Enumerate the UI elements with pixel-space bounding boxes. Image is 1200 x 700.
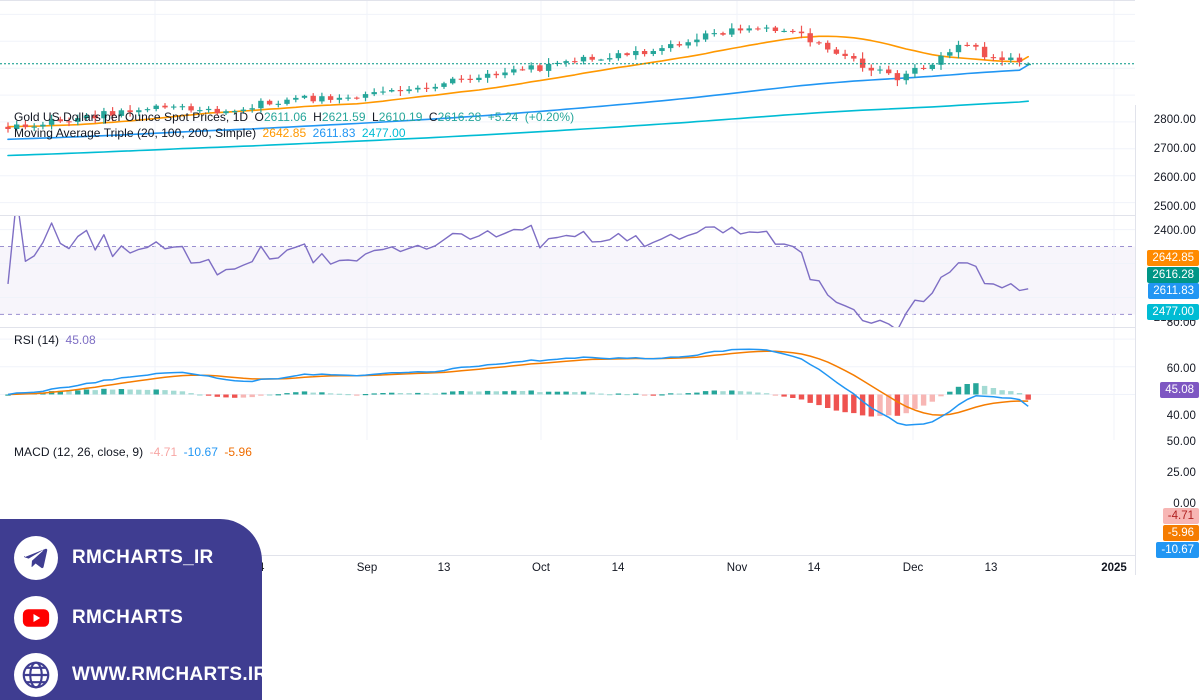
- promo-overlay: RMCHARTS_IR RMCHARTS: [0, 519, 267, 700]
- time-axis-tick: 13: [437, 562, 451, 574]
- youtube-icon: [14, 596, 58, 640]
- ohlc-low: L2610.19: [372, 110, 423, 124]
- promo-label-youtube: RMCHARTS: [72, 607, 184, 628]
- rsi-axis-tick: 80.00: [1166, 317, 1196, 329]
- promo-row-telegram[interactable]: RMCHARTS_IR: [14, 536, 214, 580]
- macd-line-value: -10.67: [183, 445, 218, 459]
- promo-label-website: WWW.RMCHARTS.IR: [72, 664, 268, 685]
- scale-divider: [1135, 105, 1136, 575]
- ohlc-close: C2616.28: [428, 110, 482, 124]
- rsi-legend[interactable]: RSI (14) 45.08: [14, 333, 96, 347]
- price-axis-tick: 2800.00: [1153, 114, 1196, 126]
- promo-label-telegram: RMCHARTS_IR: [72, 547, 214, 568]
- globe-icon: [14, 653, 58, 697]
- macd-pane[interactable]: [0, 327, 1135, 440]
- rsi-value: 45.08: [65, 333, 96, 347]
- ohlc-change-pct: (+0.20%): [524, 110, 575, 124]
- time-axis-tick: Nov: [726, 562, 748, 574]
- time-axis-tick: 14: [611, 562, 625, 574]
- promo-row-website[interactable]: WWW.RMCHARTS.IR: [14, 653, 268, 697]
- time-axis-tick: 14: [807, 562, 821, 574]
- macd-signal-badge[interactable]: -5.96: [1162, 525, 1199, 541]
- macd-hist-badge[interactable]: -4.71: [1162, 508, 1199, 524]
- symbol-title: Gold US Dollars per Ounce Spot Prices, 1…: [14, 110, 249, 124]
- macd-line-badge[interactable]: -10.67: [1156, 542, 1199, 558]
- macd-axis-tick: 50.00: [1166, 436, 1196, 448]
- price-badge[interactable]: 2616.28: [1147, 267, 1199, 283]
- price-axis-tick: 2400.00: [1153, 225, 1196, 237]
- time-axis-tick: Oct: [532, 562, 550, 574]
- rsi-axis-tick: 40.00: [1166, 410, 1196, 422]
- ma100-value: 2611.83: [312, 126, 356, 140]
- ohlc-high: H2621.59: [313, 110, 366, 124]
- time-axis-tick: 13: [984, 562, 998, 574]
- macd-title: MACD (12, 26, close, 9): [14, 445, 144, 459]
- rsi-badge[interactable]: 45.08: [1160, 382, 1199, 398]
- price-badge[interactable]: 2642.85: [1147, 250, 1199, 266]
- rsi-pane[interactable]: [0, 215, 1135, 327]
- macd-signal-value: -5.96: [224, 445, 252, 459]
- price-axis-tick: 2500.00: [1153, 201, 1196, 213]
- time-axis-tick: Dec: [902, 562, 924, 574]
- price-scale[interactable]: 2800.002700.002600.002500.002400.002300.…: [1136, 105, 1200, 575]
- ma20-value: 2642.85: [262, 126, 307, 140]
- macd-axis-tick: 0.00: [1173, 498, 1196, 510]
- price-axis-tick: 2600.00: [1153, 172, 1196, 184]
- ma-title: Moving Average Triple (20, 100, 200, Sim…: [14, 126, 257, 140]
- macd-legend[interactable]: MACD (12, 26, close, 9) -4.71 -10.67 -5.…: [14, 445, 252, 459]
- price-badge[interactable]: 2611.83: [1148, 283, 1199, 299]
- price-legend[interactable]: Gold US Dollars per Ounce Spot Prices, 1…: [14, 110, 574, 124]
- price-pane[interactable]: [0, 0, 1135, 215]
- rsi-axis-tick: 60.00: [1166, 363, 1196, 375]
- ohlc-open: O2611.06: [254, 110, 307, 124]
- promo-row-youtube[interactable]: RMCHARTS: [14, 596, 183, 640]
- ma-legend[interactable]: Moving Average Triple (20, 100, 200, Sim…: [14, 126, 406, 140]
- macd-axis-tick: 25.00: [1166, 467, 1196, 479]
- time-axis-tick: 2025: [1101, 562, 1127, 574]
- rsi-title: RSI (14): [14, 333, 60, 347]
- price-axis-tick: 2700.00: [1153, 143, 1196, 155]
- ohlc-change: +5.24: [487, 110, 519, 124]
- time-axis-tick: Sep: [356, 562, 378, 574]
- price-badge[interactable]: 2477.00: [1147, 304, 1199, 320]
- ma200-value: 2477.00: [361, 126, 406, 140]
- telegram-icon: [14, 536, 58, 580]
- macd-hist-value: -4.71: [149, 445, 178, 459]
